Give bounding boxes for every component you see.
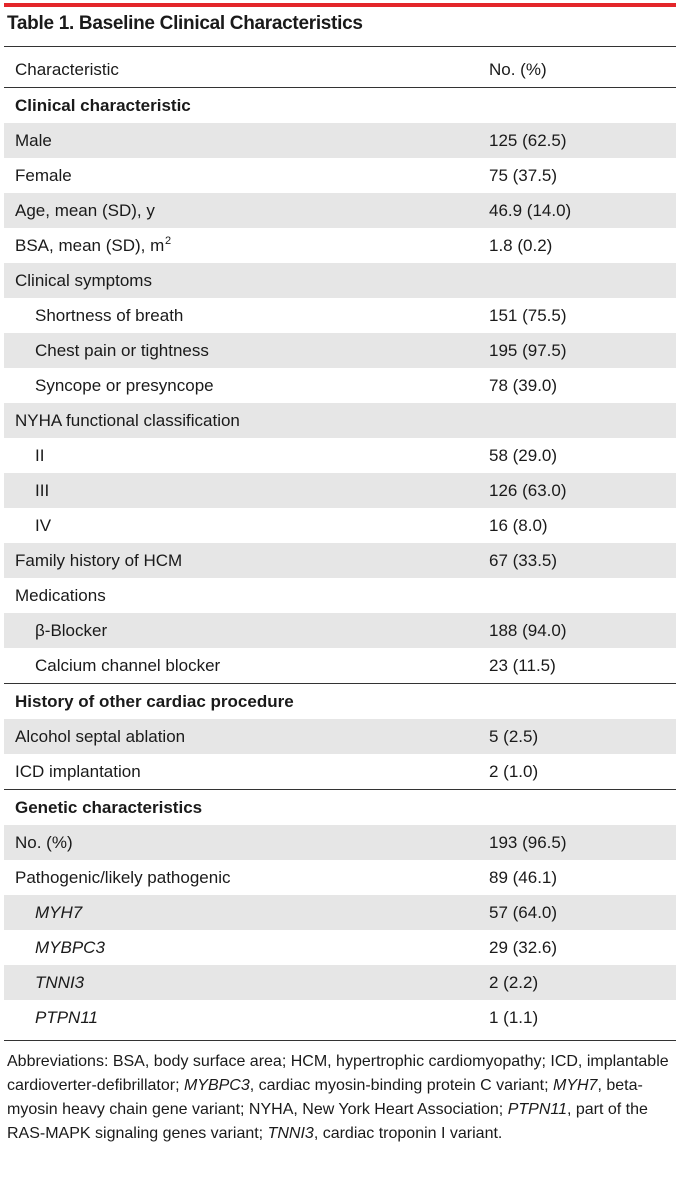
row-value: 89 (46.1)	[489, 868, 558, 887]
row-label: Male	[15, 131, 52, 150]
row-label: History of other cardiac procedure	[15, 692, 294, 711]
table-row: IV 16 (8.0)	[4, 508, 676, 543]
row-value: 75 (37.5)	[489, 166, 558, 185]
table-header-row: Characteristic No. (%)	[4, 52, 676, 88]
table-row: Male 125 (62.5)	[4, 123, 676, 158]
table-row: II 58 (29.0)	[4, 438, 676, 473]
row-value: 1.8 (0.2)	[489, 236, 553, 255]
row-value: 193 (96.5)	[489, 833, 567, 852]
row-label: Age, mean (SD), y	[15, 201, 155, 220]
section-header-row: Genetic characteristics	[4, 789, 676, 825]
row-label: Pathogenic/likely pathogenic	[15, 868, 231, 887]
table-row: Alcohol septal ablation 5 (2.5)	[4, 719, 676, 754]
row-value: 2 (1.0)	[489, 762, 539, 781]
row-value: 5 (2.5)	[489, 727, 539, 746]
footnote-text: , part of the RAS-MAPK signaling genes v…	[7, 1101, 648, 1142]
table-row: BSA, mean (SD), m 2 1.8 (0.2)	[4, 228, 676, 263]
footnote-text: , beta-myosin heavy chain gene variant; …	[7, 1077, 643, 1118]
row-value: 126 (63.0)	[489, 481, 567, 500]
row-label: MYH7	[35, 903, 83, 922]
row-label: III	[35, 481, 50, 500]
table-footnote: Abbreviations: BSA, body surface area; H…	[7, 1050, 675, 1146]
row-value: 23 (11.5)	[489, 656, 556, 675]
footnote-gene-name: MYBPC3	[183, 1077, 250, 1094]
row-label: No. (%)	[15, 833, 73, 852]
row-label: TNNI3	[35, 973, 85, 992]
row-value: 16 (8.0)	[489, 516, 548, 535]
row-label: Clinical symptoms	[15, 271, 152, 290]
footnote-gene-name: PTPN11	[507, 1101, 567, 1118]
row-label: β-Blocker	[35, 621, 108, 640]
row-label: Syncope or presyncope	[35, 376, 214, 395]
row-label: Clinical characteristic	[15, 96, 191, 115]
row-label: MYBPC3	[35, 938, 105, 957]
footnote-text: , cardiac myosin-binding protein C varia…	[249, 1077, 553, 1094]
table-body: Clinical characteristic Male 125 (62.5) Fem…	[4, 88, 676, 1035]
table-row: III 126 (63.0)	[4, 473, 676, 508]
title-divider	[4, 46, 676, 47]
table-row: Medications	[4, 578, 676, 613]
table-row: β-Blocker 188 (94.0)	[4, 613, 676, 648]
row-label-superscript: 2	[165, 235, 172, 247]
row-value: 195 (97.5)	[489, 341, 567, 360]
table-row: TNNI3 2 (2.2)	[4, 965, 676, 1000]
row-label: Genetic characteristics	[15, 798, 203, 817]
table-row: Age, mean (SD), y 46.9 (14.0)	[4, 193, 676, 228]
row-value: 78 (39.0)	[489, 376, 558, 395]
row-label: Family history of HCM	[15, 551, 183, 570]
row-label: Female	[15, 166, 72, 185]
row-value: 46.9 (14.0)	[489, 201, 572, 220]
row-label: Shortness of breath	[35, 306, 184, 325]
row-value: 125 (62.5)	[489, 131, 567, 150]
row-label: IV	[35, 516, 52, 535]
table-row: Pathogenic/likely pathogenic 89 (46.1)	[4, 860, 676, 895]
table-row: Calcium channel blocker 23 (11.5)	[4, 648, 676, 683]
section-header-row: Clinical characteristic	[4, 88, 676, 123]
accent-rule	[4, 3, 676, 7]
row-label: BSA, mean (SD), m	[15, 236, 165, 255]
row-label: Chest pain or tightness	[35, 341, 209, 360]
table-row: NYHA functional classification	[4, 403, 676, 438]
footnote-text: , cardiac troponin I variant.	[313, 1125, 503, 1142]
row-label: Calcium channel blocker	[35, 656, 221, 675]
table-row: PTPN11 1 (1.1)	[4, 1000, 676, 1035]
row-value: 67 (33.5)	[489, 551, 558, 570]
data-table: Characteristic No. (%) Clinical characte…	[4, 52, 676, 1035]
row-label: II	[35, 446, 45, 465]
table-row: No. (%) 193 (96.5)	[4, 825, 676, 860]
table-row: ICD implantation 2 (1.0)	[4, 754, 676, 789]
footnote-gene-name: MYH7	[553, 1077, 598, 1094]
table-row: Clinical symptoms	[4, 263, 676, 298]
column-header-characteristic: Characteristic	[15, 60, 119, 79]
row-value: 2 (2.2)	[489, 973, 539, 992]
footnote-text: Abbreviations: BSA, body surface area; H…	[7, 1053, 669, 1094]
row-value: 151 (75.5)	[489, 306, 567, 325]
row-label: PTPN11	[35, 1008, 98, 1027]
table-bottom-rule	[4, 1040, 676, 1041]
table-row: Chest pain or tightness 195 (97.5)	[4, 333, 676, 368]
row-label: ICD implantation	[15, 762, 141, 781]
table-title: Table 1. Baseline Clinical Characteristi…	[7, 13, 363, 34]
section-header-row: History of other cardiac procedure	[4, 683, 676, 719]
row-value: 1 (1.1)	[489, 1008, 539, 1027]
table-row: Syncope or presyncope 78 (39.0)	[4, 368, 676, 403]
row-label: NYHA functional classification	[15, 411, 240, 430]
table-row: MYH7 57 (64.0)	[4, 895, 676, 930]
table-row: MYBPC3 29 (32.6)	[4, 930, 676, 965]
footnote-gene-name: TNNI3	[267, 1125, 314, 1142]
row-value: 188 (94.0)	[489, 621, 567, 640]
table-row: Family history of HCM 67 (33.5)	[4, 543, 676, 578]
row-value: 57 (64.0)	[489, 903, 558, 922]
row-value: 58 (29.0)	[489, 446, 558, 465]
table-row: Shortness of breath 151 (75.5)	[4, 298, 676, 333]
column-header-value: No. (%)	[489, 60, 547, 79]
row-value: 29 (32.6)	[489, 938, 558, 957]
table-row: Female 75 (37.5)	[4, 158, 676, 193]
row-label: Alcohol septal ablation	[15, 727, 186, 746]
row-label: Medications	[15, 586, 106, 605]
